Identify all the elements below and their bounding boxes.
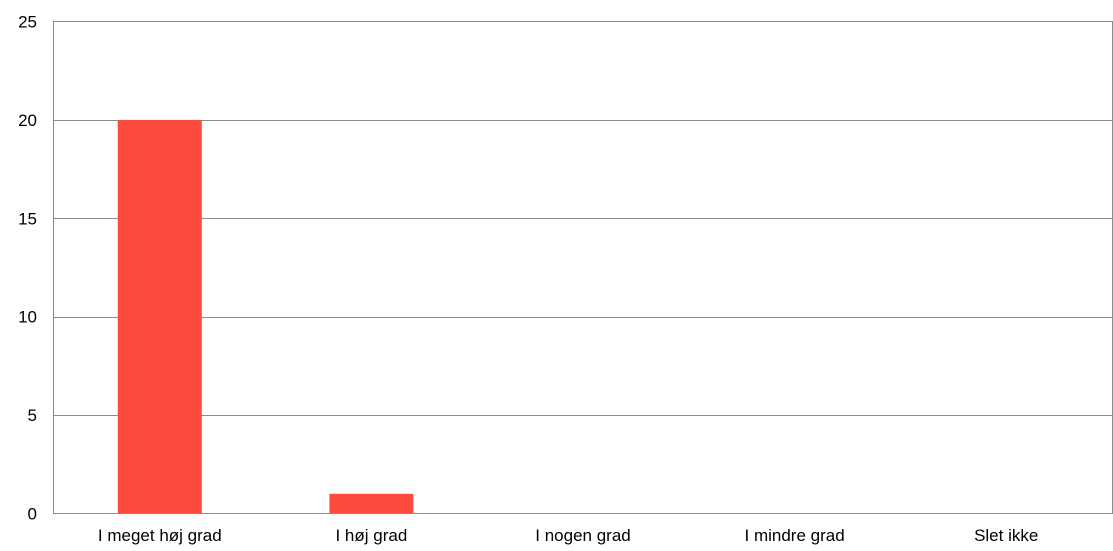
x-category-label: I meget høj grad xyxy=(98,526,222,545)
y-tick-label: 10 xyxy=(18,308,37,327)
y-tick-label: 5 xyxy=(28,406,37,425)
y-tick-label: 15 xyxy=(18,209,37,228)
bar xyxy=(117,119,202,514)
y-tick-label: 25 xyxy=(18,13,37,32)
x-category-label: I mindre grad xyxy=(745,526,845,545)
y-tick-label: 20 xyxy=(18,111,37,130)
x-category-label: I nogen grad xyxy=(535,526,630,545)
plot-frame xyxy=(53,21,1113,514)
y-axis-tick-labels: 0 5 10 15 20 25 xyxy=(18,13,37,524)
x-category-label: Slet ikke xyxy=(974,526,1038,545)
x-category-label: I høj grad xyxy=(335,526,407,545)
y-tick-label: 0 xyxy=(28,505,37,524)
x-axis-category-labels: I meget høj grad I høj grad I nogen grad I … xyxy=(98,526,1038,545)
bars xyxy=(117,119,414,514)
bar xyxy=(329,493,414,514)
gridlines xyxy=(54,120,1112,416)
